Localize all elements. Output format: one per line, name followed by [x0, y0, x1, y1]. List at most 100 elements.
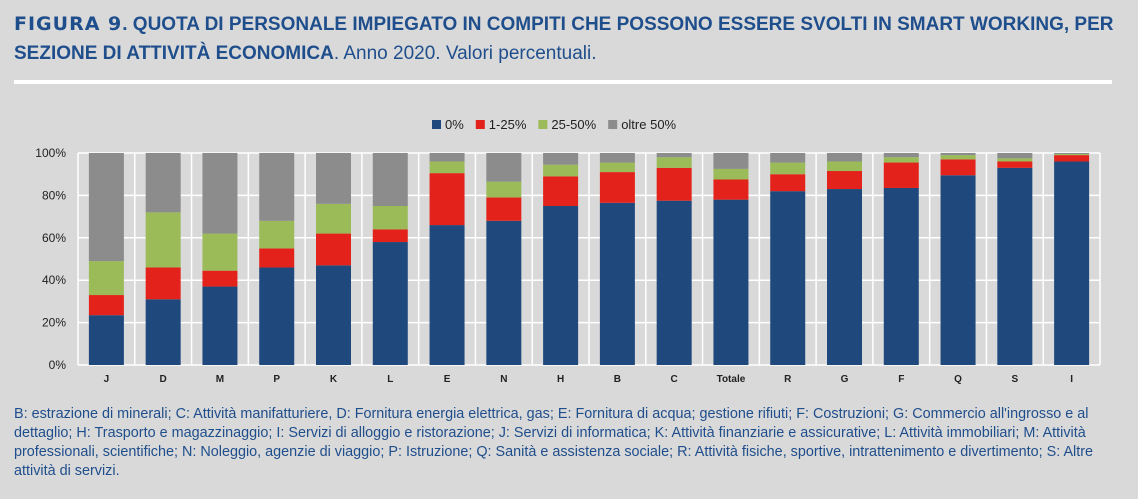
bar-segment-L-0- — [372, 242, 408, 365]
bar-segment-N-25-50- — [486, 181, 522, 198]
bar-segment-Totale-25-50- — [713, 168, 749, 180]
bar-segment-N-oltre-50- — [486, 153, 522, 182]
bar-segment-S-1-25- — [997, 161, 1033, 168]
bar-segment-L-oltre-50- — [372, 153, 408, 206]
bar-segment-L-1-25- — [372, 229, 408, 243]
bar-segment-M-0- — [202, 286, 238, 365]
x-tick-label: S — [1011, 374, 1018, 385]
x-tick-label: L — [387, 374, 393, 385]
title-divider — [14, 80, 1112, 84]
bar-segment-Totale-oltre-50- — [713, 153, 749, 169]
stacked-bar-chart: 0% 20% 40% 60% 80% 100% J D M P K L E N H B C Totale R G F Q S… — [35, 117, 1101, 385]
bar-segment-E-1-25- — [429, 173, 465, 226]
bar-segment-M-25-50- — [202, 233, 238, 271]
bar-segment-Q-1-25- — [940, 159, 976, 176]
bar-segment-R-0- — [770, 191, 806, 365]
x-tick-label: D — [160, 374, 167, 385]
bar-segment-B-oltre-50- — [599, 153, 635, 163]
legend-label: 1-25% — [489, 117, 527, 132]
x-tick-label: B — [614, 374, 621, 385]
bar-segment-B-0- — [599, 202, 635, 365]
bar-segment-F-0- — [883, 187, 919, 365]
bar-segment-C-0- — [656, 200, 692, 365]
bar-segment-L-25-50- — [372, 206, 408, 230]
bar-segment-F-oltre-50- — [883, 153, 919, 158]
bar-segment-R-25-50- — [770, 162, 806, 175]
x-tick-label: M — [216, 374, 224, 385]
bar-segment-H-1-25- — [543, 176, 579, 206]
bar-segment-E-0- — [429, 225, 465, 365]
bar-segment-E-25-50- — [429, 161, 465, 174]
x-tick-label: N — [500, 374, 507, 385]
title-bold: . QUOTA DI PERSONALE IMPIEGATO IN COMPIT… — [14, 14, 1114, 64]
bar-segment-R-oltre-50- — [770, 153, 806, 163]
figure-label: FIGURA 9 — [14, 13, 123, 35]
bar-segment-N-0- — [486, 220, 522, 365]
bar-segment-S-25-50- — [997, 158, 1033, 162]
bar-segment-J-oltre-50- — [88, 153, 124, 262]
bar-segment-G-oltre-50- — [827, 153, 862, 162]
bar-segment-H-oltre-50- — [543, 153, 579, 165]
y-tick-label: 60% — [42, 231, 66, 245]
bar-segment-D-oltre-50- — [145, 153, 181, 213]
legend-swatch — [608, 120, 618, 129]
legend-label: oltre 50% — [621, 117, 676, 132]
bar-segment-M-1-25- — [202, 270, 238, 287]
legend-label: 25-50% — [551, 117, 596, 132]
bar-segment-Q-25-50- — [940, 155, 976, 160]
bar-segment-B-1-25- — [599, 172, 635, 203]
bar-segment-S-oltre-50- — [997, 153, 1033, 159]
footnote: B: estrazione di minerali; C: Attività m… — [14, 406, 1094, 479]
bar-segment-Totale-0- — [713, 199, 749, 365]
x-tick-label: R — [784, 374, 792, 385]
y-tick-label: 20% — [42, 316, 66, 330]
bar-segment-Q-0- — [940, 175, 976, 365]
bar-segment-C-oltre-50- — [656, 153, 692, 158]
bar-segment-F-25-50- — [883, 157, 919, 163]
bar-segment-Totale-1-25- — [713, 179, 749, 200]
bar-segment-N-1-25- — [486, 197, 522, 221]
y-tick-label: 40% — [42, 273, 66, 287]
bar-segment-J-25-50- — [88, 261, 124, 296]
bar-segment-H-25-50- — [543, 164, 579, 177]
x-tick-label: H — [557, 374, 564, 385]
x-tick-label: F — [898, 374, 904, 385]
legend-swatch — [538, 120, 548, 129]
bar-segment-K-0- — [316, 265, 351, 365]
bar-segment-K-oltre-50- — [316, 153, 351, 204]
bar-segment-P-oltre-50- — [259, 153, 295, 221]
legend-swatch — [475, 120, 485, 129]
bar-segment-G-1-25- — [827, 171, 862, 190]
bar-segment-B-25-50- — [599, 162, 635, 173]
x-tick-label: G — [841, 374, 849, 385]
legend-label: 0% — [445, 117, 464, 132]
bar-segment-D-25-50- — [145, 212, 181, 268]
bar-segment-I-0- — [1054, 161, 1090, 365]
x-tick-label: J — [104, 374, 110, 385]
x-tick-label: Totale — [717, 374, 746, 385]
x-tick-label: E — [444, 374, 451, 385]
bar-segment-I-25-50- — [1054, 154, 1090, 156]
bar-segment-D-0- — [145, 299, 181, 365]
x-tick-label: C — [671, 374, 678, 385]
bar-segment-P-0- — [259, 267, 295, 365]
x-tick-label: P — [273, 374, 280, 385]
bar-segment-H-0- — [543, 206, 579, 365]
x-tick-label: Q — [954, 374, 962, 385]
bar-segment-J-0- — [88, 315, 124, 365]
bar-segment-E-oltre-50- — [429, 153, 465, 162]
bar-segment-I-1-25- — [1054, 155, 1090, 162]
bar-segment-J-1-25- — [88, 295, 124, 316]
bar-segment-S-0- — [997, 167, 1033, 365]
bar-segment-C-1-25- — [656, 167, 692, 201]
title-subtitle: . Anno 2020. Valori percentuali. — [333, 43, 597, 64]
y-tick-label: 0% — [49, 358, 67, 372]
bar-segment-K-25-50- — [316, 203, 351, 234]
bar-segment-M-oltre-50- — [202, 153, 238, 234]
figure-title: FIGURA 9. QUOTA DI PERSONALE IMPIEGATO I… — [14, 10, 1124, 68]
y-tick-label: 80% — [42, 188, 66, 202]
bar-segment-C-25-50- — [656, 157, 692, 168]
x-tick-label: I — [1070, 374, 1073, 385]
bar-segment-F-1-25- — [883, 162, 919, 188]
bar-segment-P-25-50- — [259, 220, 295, 249]
